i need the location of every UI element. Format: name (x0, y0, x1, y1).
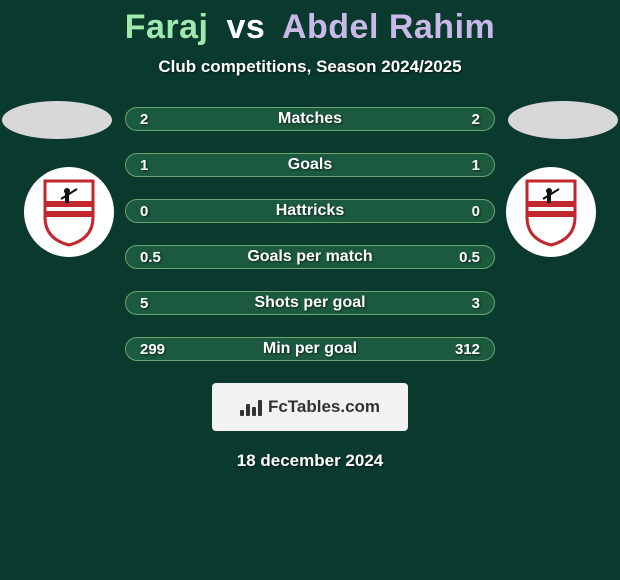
stat-value-left: 2 (140, 111, 148, 128)
stat-value-right: 0.5 (459, 249, 480, 266)
stat-value-left: 299 (140, 341, 165, 358)
stat-label: Hattricks (276, 202, 344, 220)
stat-value-right: 1 (472, 157, 480, 174)
stat-row: 299 Min per goal 312 (125, 337, 495, 361)
content-area: 2 Matches 2 1 Goals 1 0 Hattricks 0 0.5 … (0, 107, 620, 471)
vs-text: vs (226, 8, 265, 46)
stat-label: Goals per match (247, 248, 372, 266)
stat-label: Matches (278, 110, 342, 128)
subtitle: Club competitions, Season 2024/2025 (0, 57, 620, 77)
stat-row: 2 Matches 2 (125, 107, 495, 131)
player2-photo-placeholder (508, 101, 618, 139)
stat-value-left: 0.5 (140, 249, 161, 266)
player1-photo-placeholder (2, 101, 112, 139)
zamalek-shield-icon (523, 177, 579, 247)
stat-value-left: 0 (140, 203, 148, 220)
stat-label: Shots per goal (254, 294, 365, 312)
stat-row: 5 Shots per goal 3 (125, 291, 495, 315)
footer-date: 18 december 2024 (0, 451, 620, 471)
stat-label: Min per goal (263, 340, 357, 358)
stats-bars: 2 Matches 2 1 Goals 1 0 Hattricks 0 0.5 … (125, 107, 495, 361)
comparison-card: Faraj vs Abdel Rahim Club competitions, … (0, 0, 620, 580)
stat-row: 0 Hattricks 0 (125, 199, 495, 223)
stat-value-right: 312 (455, 341, 480, 358)
player2-club-logo (506, 167, 596, 257)
bar-chart-icon (240, 398, 262, 416)
branding-text: FcTables.com (268, 397, 380, 417)
player1-club-logo (24, 167, 114, 257)
stat-value-right: 3 (472, 295, 480, 312)
stat-value-left: 1 (140, 157, 148, 174)
player2-name: Abdel Rahim (282, 8, 495, 46)
stat-row: 0.5 Goals per match 0.5 (125, 245, 495, 269)
zamalek-shield-icon (41, 177, 97, 247)
stat-value-left: 5 (140, 295, 148, 312)
stat-label: Goals (288, 156, 332, 174)
branding-badge: FcTables.com (212, 383, 408, 431)
page-title: Faraj vs Abdel Rahim (0, 8, 620, 47)
stat-value-right: 2 (472, 111, 480, 128)
stat-value-right: 0 (472, 203, 480, 220)
player1-name: Faraj (125, 8, 209, 46)
stat-row: 1 Goals 1 (125, 153, 495, 177)
